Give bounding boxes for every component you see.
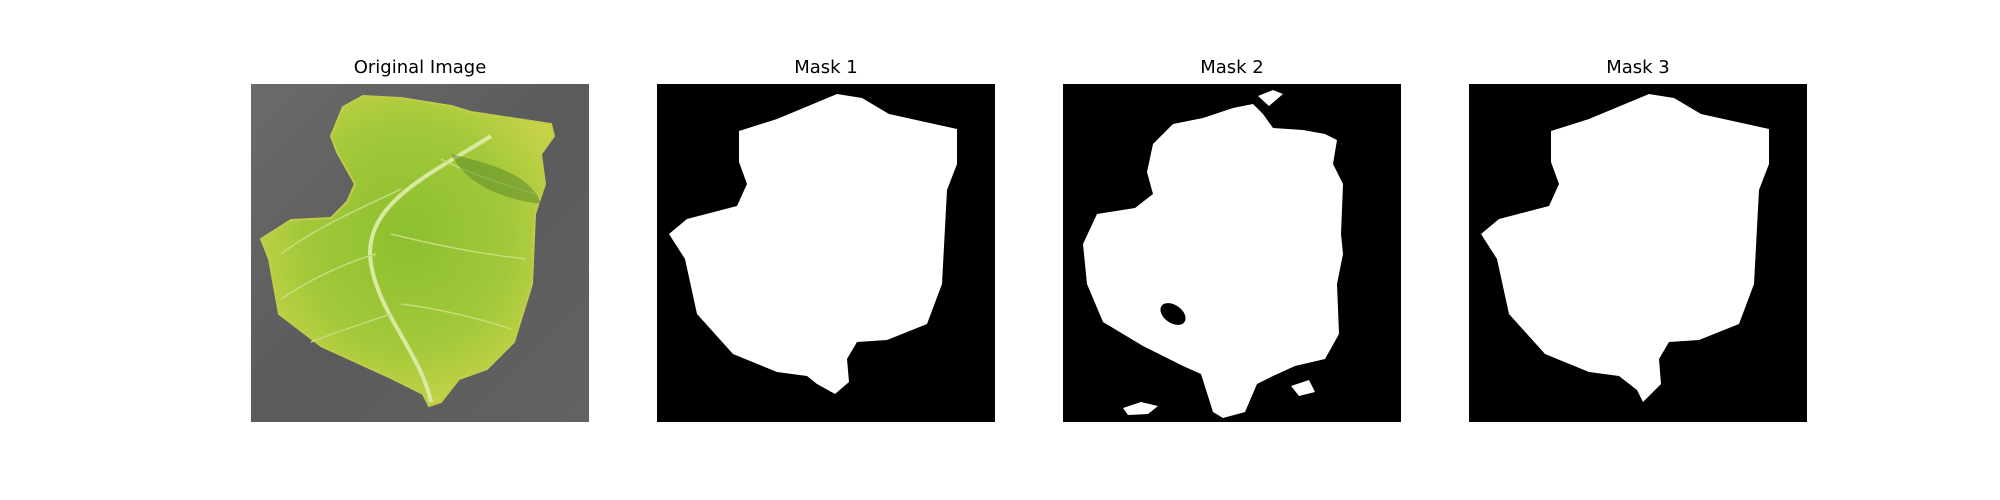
mask-foreground-region: [1083, 104, 1343, 418]
mask-foreground-region: [1258, 90, 1283, 106]
mask-2-image: [1063, 84, 1401, 422]
mask-foreground-region: [1481, 94, 1769, 402]
mask-3-panel: [1469, 84, 1807, 422]
mask-1-panel: [657, 84, 995, 422]
mask-noise-speck: [1245, 202, 1253, 205]
mask-3-image: [1469, 84, 1807, 422]
leaf-midrib: [368, 134, 493, 403]
leaf-dark-patch: [451, 154, 541, 204]
panel-title-mask-3: Mask 3: [1606, 57, 1670, 78]
leaf-vein: [390, 233, 527, 260]
leaf-vein: [280, 188, 402, 255]
panel-title-mask-2: Mask 2: [1200, 57, 1264, 78]
mask-1-image: [657, 84, 995, 422]
mask-hole: [1160, 303, 1186, 325]
mask-noise-blob: [1291, 380, 1315, 396]
leaf-vein: [280, 253, 377, 300]
panel-title-original-image: Original Image: [353, 57, 487, 78]
original-image-panel: [251, 84, 589, 422]
mask-noise-blob: [1123, 402, 1158, 415]
mask-foreground-region: [669, 94, 957, 394]
leaf-vein: [400, 303, 512, 330]
mask-2-panel: [1063, 84, 1401, 422]
panel-title-mask-1: Mask 1: [794, 57, 858, 78]
leaf-vein: [310, 313, 392, 343]
leaf-photo: [251, 84, 589, 422]
